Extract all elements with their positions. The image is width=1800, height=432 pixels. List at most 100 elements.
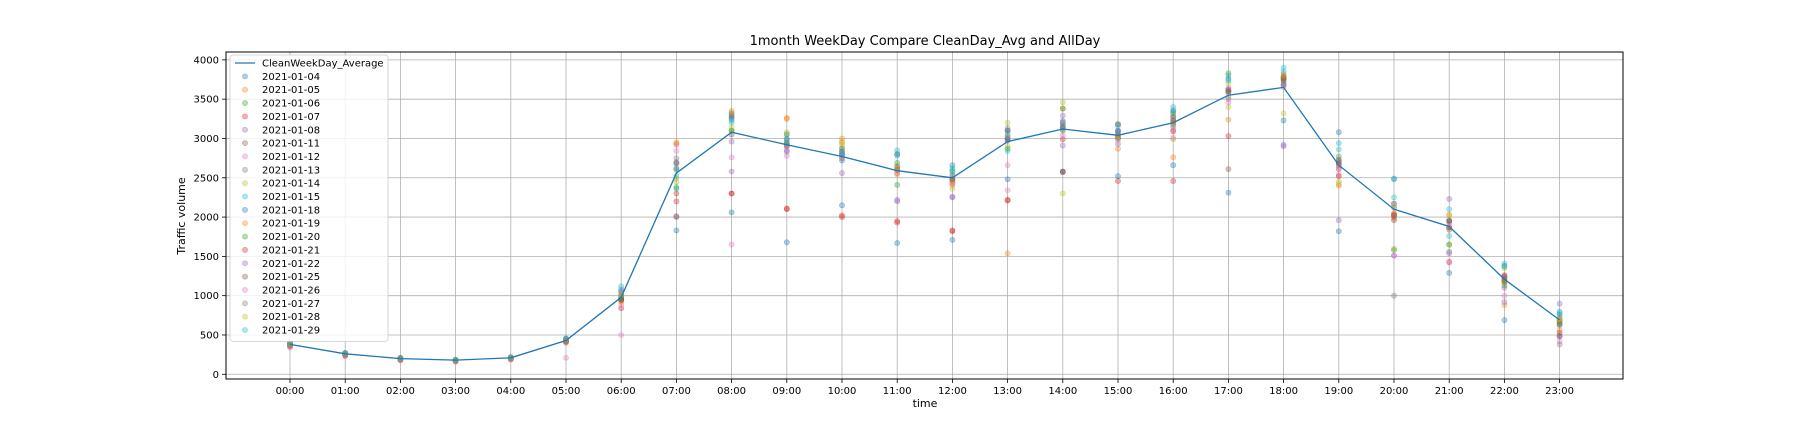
data-point bbox=[1170, 107, 1177, 114]
data-point bbox=[728, 114, 735, 121]
data-point bbox=[1501, 260, 1508, 267]
data-point bbox=[1446, 219, 1453, 226]
data-point bbox=[1004, 187, 1011, 194]
data-point bbox=[1446, 233, 1453, 239]
data-point bbox=[949, 236, 956, 243]
data-point bbox=[1391, 175, 1397, 182]
legend-label: 2021-01-04 bbox=[262, 72, 320, 83]
data-point bbox=[1391, 194, 1397, 201]
data-point bbox=[1391, 252, 1397, 259]
data-point bbox=[1170, 154, 1177, 161]
data-point bbox=[839, 135, 845, 142]
x-axis: 00:00 01:00 02:00 03:00 04:00 05:00 06:00 07:00… bbox=[276, 379, 1574, 397]
data-point bbox=[1004, 162, 1011, 169]
legend-marker bbox=[242, 73, 248, 80]
data-point bbox=[839, 145, 845, 152]
series-2021-01-28 bbox=[287, 72, 1563, 364]
data-point bbox=[1280, 78, 1287, 84]
data-point bbox=[783, 136, 790, 143]
y-tick-label: 2000 bbox=[194, 213, 219, 224]
series-2021-01-25 bbox=[287, 78, 1563, 364]
data-point bbox=[949, 168, 956, 175]
data-point bbox=[1501, 272, 1508, 279]
data-point bbox=[949, 165, 956, 172]
data-point bbox=[1391, 176, 1397, 183]
data-point bbox=[1004, 176, 1011, 183]
data-point bbox=[894, 159, 901, 166]
data-point bbox=[673, 159, 680, 166]
data-point bbox=[728, 124, 735, 131]
x-tick-label: 06:00 bbox=[607, 386, 636, 397]
x-tick-label: 16:00 bbox=[1159, 386, 1188, 397]
data-point bbox=[1059, 112, 1066, 119]
data-point bbox=[1335, 140, 1342, 147]
x-tick-label: 20:00 bbox=[1380, 386, 1409, 397]
x-tick-label: 01:00 bbox=[331, 386, 360, 397]
data-point bbox=[839, 144, 845, 151]
data-point bbox=[1501, 265, 1508, 272]
data-point bbox=[783, 131, 790, 138]
data-point bbox=[1115, 122, 1121, 129]
data-point bbox=[728, 119, 735, 126]
data-point bbox=[1004, 125, 1011, 132]
data-point bbox=[728, 111, 735, 118]
legend-marker bbox=[242, 153, 248, 160]
data-point bbox=[1391, 245, 1397, 252]
x-tick-label: 03:00 bbox=[441, 386, 470, 397]
data-point bbox=[1059, 142, 1066, 149]
data-point bbox=[1004, 127, 1011, 134]
data-point bbox=[1335, 217, 1342, 224]
data-point bbox=[1004, 148, 1011, 154]
legend-box bbox=[229, 54, 389, 342]
legend-marker bbox=[242, 166, 248, 173]
data-point bbox=[894, 163, 901, 170]
data-point bbox=[1391, 292, 1397, 299]
data-point bbox=[728, 190, 735, 197]
data-point bbox=[1556, 338, 1563, 345]
data-point bbox=[1446, 211, 1453, 218]
data-point bbox=[1170, 128, 1177, 135]
data-point bbox=[783, 129, 790, 136]
data-point bbox=[1115, 173, 1121, 180]
data-point bbox=[1170, 108, 1177, 115]
data-point bbox=[1446, 248, 1453, 255]
data-point bbox=[1280, 110, 1287, 117]
data-point bbox=[1391, 213, 1397, 220]
x-tick-label: 09:00 bbox=[772, 386, 801, 397]
data-point bbox=[1446, 212, 1453, 219]
data-point bbox=[1059, 168, 1066, 175]
data-point bbox=[1501, 299, 1508, 305]
data-point bbox=[1280, 73, 1287, 80]
data-point bbox=[728, 108, 735, 114]
data-point bbox=[1501, 317, 1508, 323]
data-point bbox=[728, 154, 735, 161]
x-tick-label: 19:00 bbox=[1324, 386, 1353, 397]
average-line bbox=[289, 86, 1560, 361]
data-point bbox=[949, 181, 956, 187]
data-point bbox=[1059, 136, 1066, 143]
data-point bbox=[673, 185, 680, 192]
series-2021-01-07 bbox=[287, 75, 1563, 364]
data-point bbox=[839, 214, 845, 220]
data-point bbox=[949, 179, 956, 186]
data-point bbox=[1004, 250, 1011, 257]
data-point bbox=[894, 219, 901, 226]
data-point bbox=[1059, 118, 1066, 125]
data-point bbox=[1225, 77, 1232, 84]
data-point bbox=[1004, 197, 1011, 204]
data-point bbox=[728, 168, 735, 175]
plot-frame bbox=[225, 51, 1624, 380]
data-point bbox=[949, 193, 956, 200]
data-point bbox=[618, 305, 625, 312]
data-point bbox=[1170, 126, 1177, 133]
data-point bbox=[1115, 121, 1121, 128]
data-point bbox=[1280, 117, 1287, 124]
data-point bbox=[1059, 121, 1066, 128]
legend-marker bbox=[242, 126, 248, 133]
series-2021-01-27 bbox=[287, 76, 1563, 364]
data-point bbox=[1335, 182, 1342, 189]
data-point bbox=[673, 190, 680, 197]
data-point bbox=[673, 139, 680, 146]
data-point bbox=[1059, 168, 1066, 175]
